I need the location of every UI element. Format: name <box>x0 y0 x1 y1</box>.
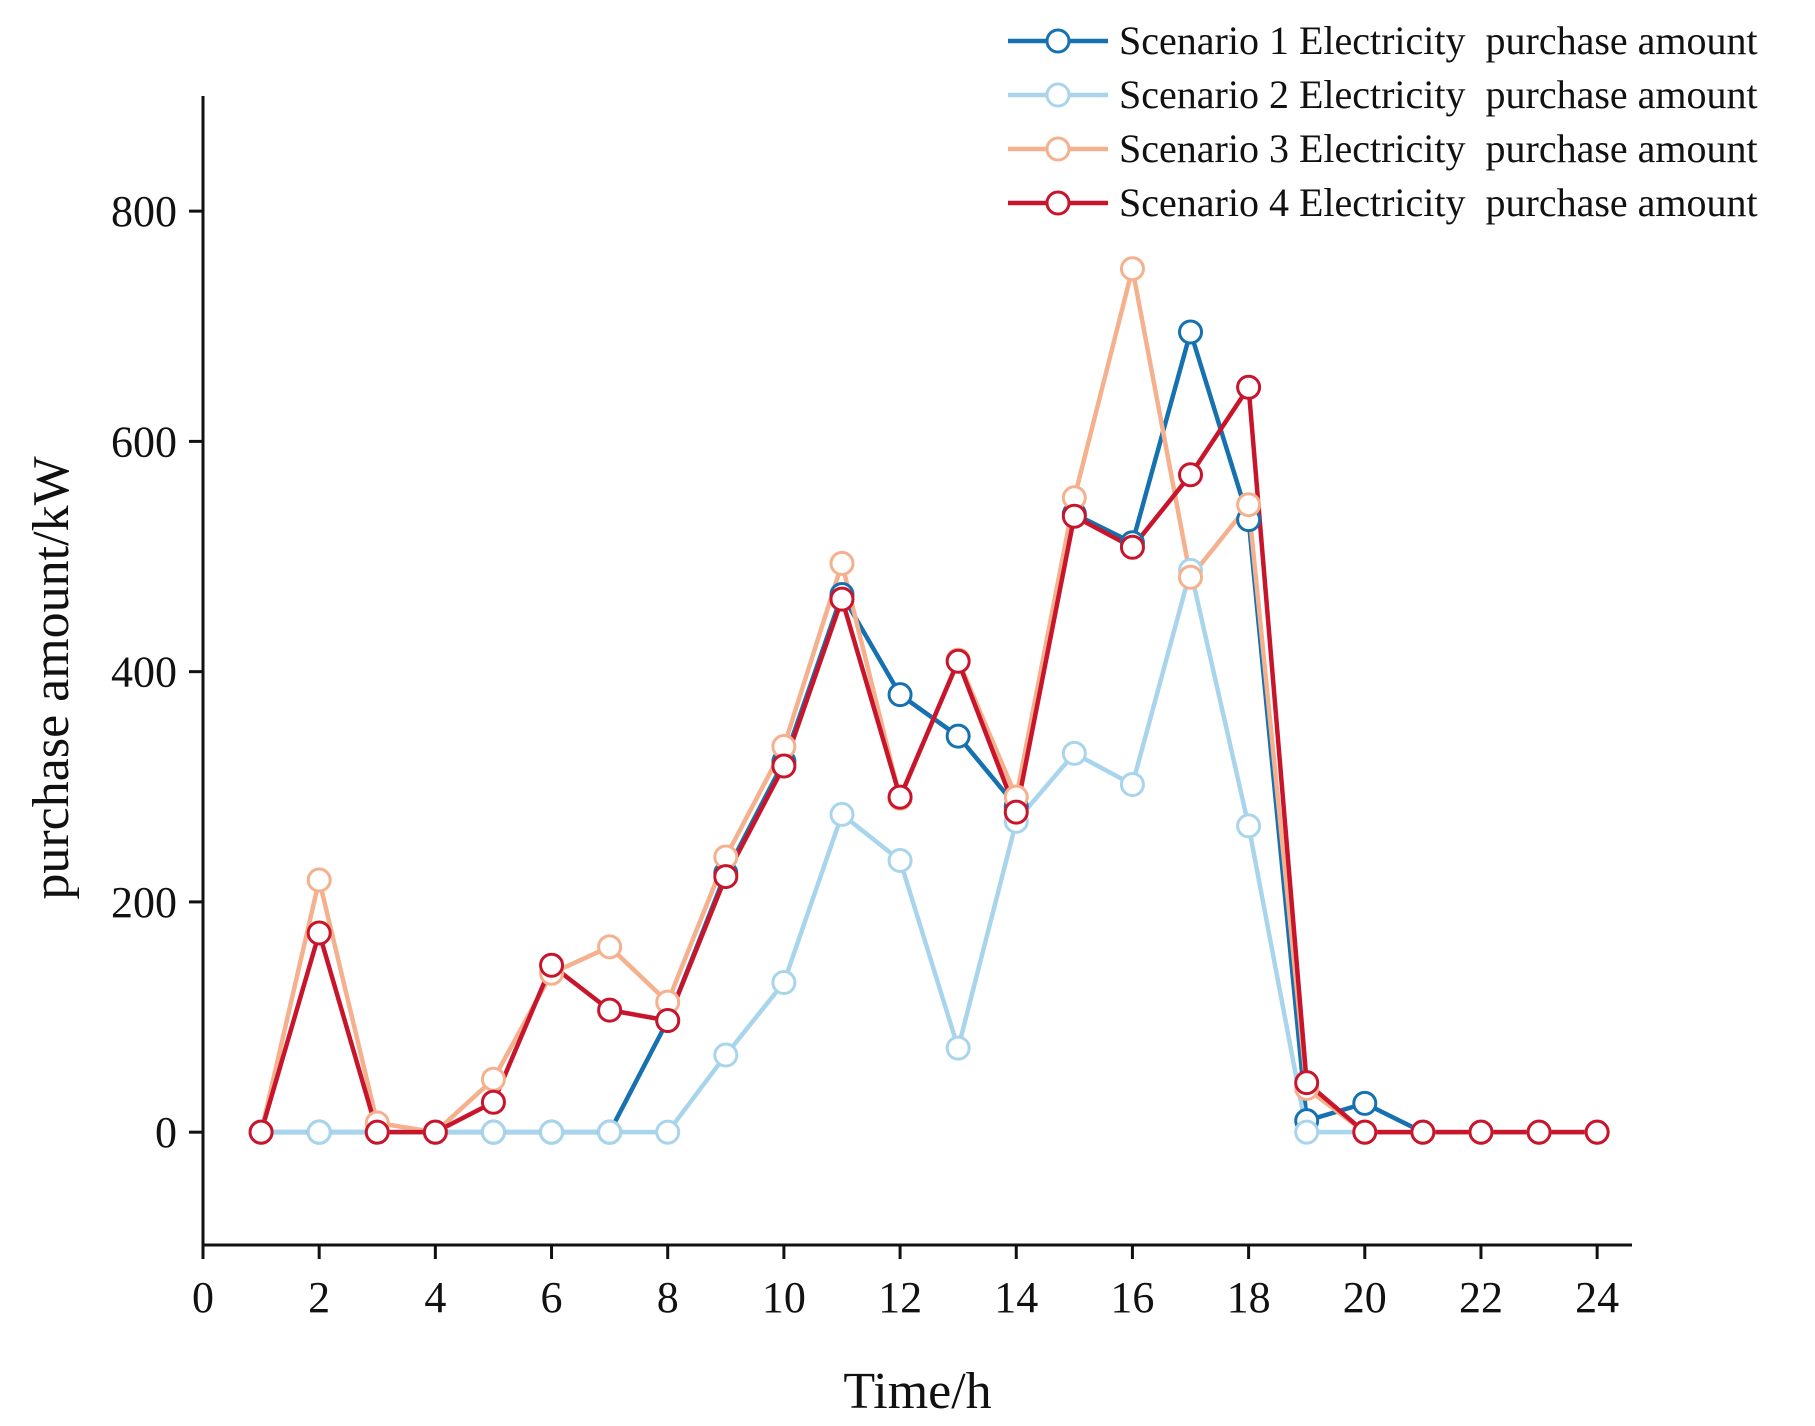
series-4-point <box>1119 534 1145 560</box>
series-2-point <box>713 1042 739 1068</box>
series-3-point <box>480 1066 506 1092</box>
series-2-point <box>945 1035 971 1061</box>
x-tick-label: 10 <box>762 1273 806 1322</box>
series-markers <box>248 256 1610 1145</box>
series-2-point <box>597 1119 623 1145</box>
y-tick-label: 600 <box>111 417 177 466</box>
series-4-point <box>1410 1119 1436 1145</box>
series-2-point <box>1294 1119 1320 1145</box>
x-tick-label: 14 <box>994 1273 1038 1322</box>
legend-label-2: Scenario 2 Electricity purchase amount <box>1119 72 1758 117</box>
legend-label-1: Scenario 1 Electricity purchase amount <box>1119 18 1758 63</box>
legend-marker-3 <box>1045 136 1071 162</box>
x-tick-label: 20 <box>1343 1273 1387 1322</box>
x-tick-label: 18 <box>1227 1273 1271 1322</box>
series-lines <box>258 266 1600 1135</box>
series-2-point <box>771 970 797 996</box>
x-tick-label: 24 <box>1575 1273 1619 1322</box>
legend-marker-2 <box>1045 82 1071 108</box>
legend-marker-4 <box>1045 190 1071 216</box>
legend-label-4: Scenario 4 Electricity purchase amount <box>1119 180 1758 225</box>
series-2-point <box>306 1119 332 1145</box>
series-4-point <box>771 753 797 779</box>
series-1-point <box>1178 319 1204 345</box>
series-3-point <box>829 550 855 576</box>
series-2-point <box>539 1119 565 1145</box>
legend-label-3: Scenario 3 Electricity purchase amount <box>1119 126 1758 171</box>
series-line-2 <box>258 568 1600 1135</box>
x-tick-label: 2 <box>308 1273 330 1322</box>
series-1-point <box>1352 1090 1378 1116</box>
series-line-4 <box>258 385 1600 1135</box>
series-2-point <box>1236 813 1262 839</box>
x-tick-label: 0 <box>192 1273 214 1322</box>
series-3-point <box>1178 564 1204 590</box>
series-4-point <box>655 1007 681 1033</box>
x-tick-label: 12 <box>878 1273 922 1322</box>
series-2-point <box>655 1119 681 1145</box>
x-tick-label: 8 <box>657 1273 679 1322</box>
x-axis-title: Time/h <box>843 1363 991 1420</box>
series-2-point <box>829 801 855 827</box>
series-4-point <box>1352 1119 1378 1145</box>
y-tick-label: 400 <box>111 648 177 697</box>
series-4-point <box>597 997 623 1023</box>
y-axis-title: purchase amount/kW <box>23 456 80 899</box>
x-tick-label: 22 <box>1459 1273 1503 1322</box>
series-4-point <box>1584 1119 1610 1145</box>
series-2-point <box>1061 740 1087 766</box>
y-tick-label: 0 <box>155 1108 177 1157</box>
series-4-point <box>480 1089 506 1115</box>
series-4-point <box>1468 1119 1494 1145</box>
series-1-point <box>887 682 913 708</box>
x-tick-label: 4 <box>424 1273 446 1322</box>
x-tick-label: 16 <box>1110 1273 1154 1322</box>
series-4-point <box>829 586 855 612</box>
series-4-point <box>945 648 971 674</box>
y-tick-label: 800 <box>111 187 177 236</box>
x-tick-label: 6 <box>541 1273 563 1322</box>
legend: Scenario 1 Electricity purchase amount Sc… <box>1008 18 1758 225</box>
series-4-point <box>539 952 565 978</box>
series-3-point <box>597 934 623 960</box>
series-4-point <box>1294 1070 1320 1096</box>
series-4-point <box>248 1119 274 1145</box>
legend-marker-1 <box>1045 28 1071 54</box>
series-3-point <box>1119 256 1145 282</box>
series-4-point <box>306 920 332 946</box>
series-3-point <box>1236 492 1262 518</box>
series-4-point <box>422 1119 448 1145</box>
series-2-point <box>1119 771 1145 797</box>
series-3-point <box>306 867 332 893</box>
y-tick-label: 200 <box>111 878 177 927</box>
series-4-point <box>1003 799 1029 825</box>
series-4-point <box>1526 1119 1552 1145</box>
series-2-point <box>480 1119 506 1145</box>
series-4-point <box>1061 503 1087 529</box>
series-4-point <box>713 864 739 890</box>
series-4-point <box>1236 374 1262 400</box>
series-4-point <box>364 1119 390 1145</box>
series-1-point <box>945 723 971 749</box>
series-4-point <box>1178 462 1204 488</box>
series-2-point <box>887 847 913 873</box>
series-4-point <box>887 784 913 810</box>
series-line-3 <box>258 266 1600 1135</box>
